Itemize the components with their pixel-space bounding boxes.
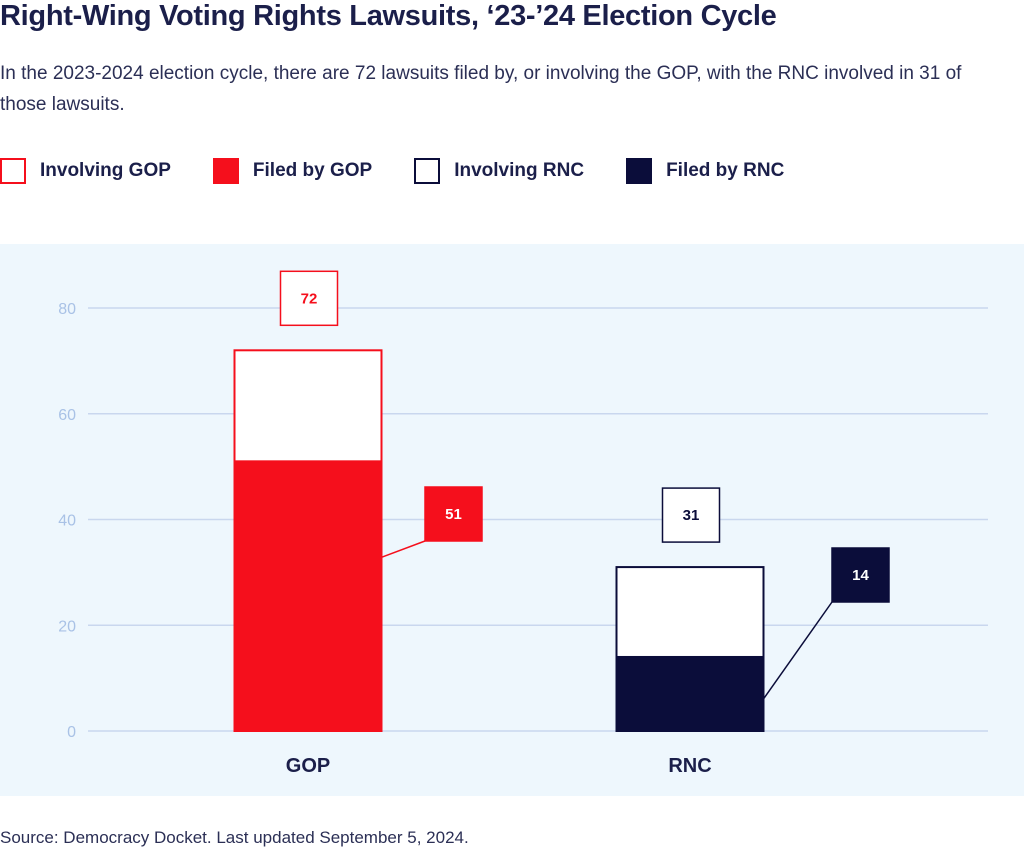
data-label-total: 72: [301, 290, 318, 307]
legend-swatch-involving-gop: [0, 158, 26, 184]
source-note: Source: Democracy Docket. Last updated S…: [0, 828, 469, 847]
data-label-box-total: [279, 270, 339, 327]
legend-item-filed-by-rnc: Filed by RNC: [626, 158, 784, 184]
data-label-filed: 51: [445, 506, 462, 523]
legend-item-involving-gop: Involving GOP: [0, 158, 171, 184]
legend-swatch-involving-rnc: [414, 158, 441, 184]
legend: Involving GOP Filed by GOP Involving RNC…: [0, 155, 826, 187]
bar-filed-gop: [233, 460, 383, 732]
data-label-filed: 14: [852, 567, 869, 584]
legend-swatch-filed-by-rnc: [626, 158, 653, 184]
legend-label: Involving RNC: [454, 160, 585, 181]
chart-title: Right-Wing Voting Rights Lawsuits, ‘23-’…: [0, 0, 777, 32]
bar-filed-rnc: [615, 655, 765, 733]
legend-label: Filed by RNC: [666, 160, 785, 181]
data-label-box-total: [661, 487, 721, 543]
data-label-box-filed: [831, 547, 890, 603]
legend-item-involving-rnc: Involving RNC: [414, 158, 584, 184]
y-tick-label: 0: [67, 724, 76, 741]
y-tick-label: 80: [58, 301, 76, 318]
data-label-box-filed: [424, 486, 483, 542]
legend-swatch-filed-by-gop: [212, 158, 239, 184]
x-category-label: GOP: [286, 755, 330, 777]
bar-chart: 0 20 40 60 80 72 51 GOP 31 14 RNC: [58, 270, 988, 777]
x-category-label: RNC: [668, 755, 711, 777]
y-tick-label: 60: [58, 407, 76, 424]
leader-line: [381, 540, 426, 559]
legend-label: Involving GOP: [40, 160, 171, 181]
leader-line: [762, 601, 833, 700]
legend-item-filed-by-gop: Filed by GOP: [212, 158, 373, 184]
chart-area: 0 20 40 60 80 72 51 GOP 31 14 RNC: [0, 244, 1024, 796]
legend-label: Filed by GOP: [252, 160, 373, 181]
chart-subtitle: In the 2023-2024 election cycle, there a…: [0, 63, 962, 115]
data-label-total: 31: [683, 507, 700, 524]
y-tick-label: 20: [58, 618, 76, 635]
y-tick-label: 40: [58, 513, 76, 530]
